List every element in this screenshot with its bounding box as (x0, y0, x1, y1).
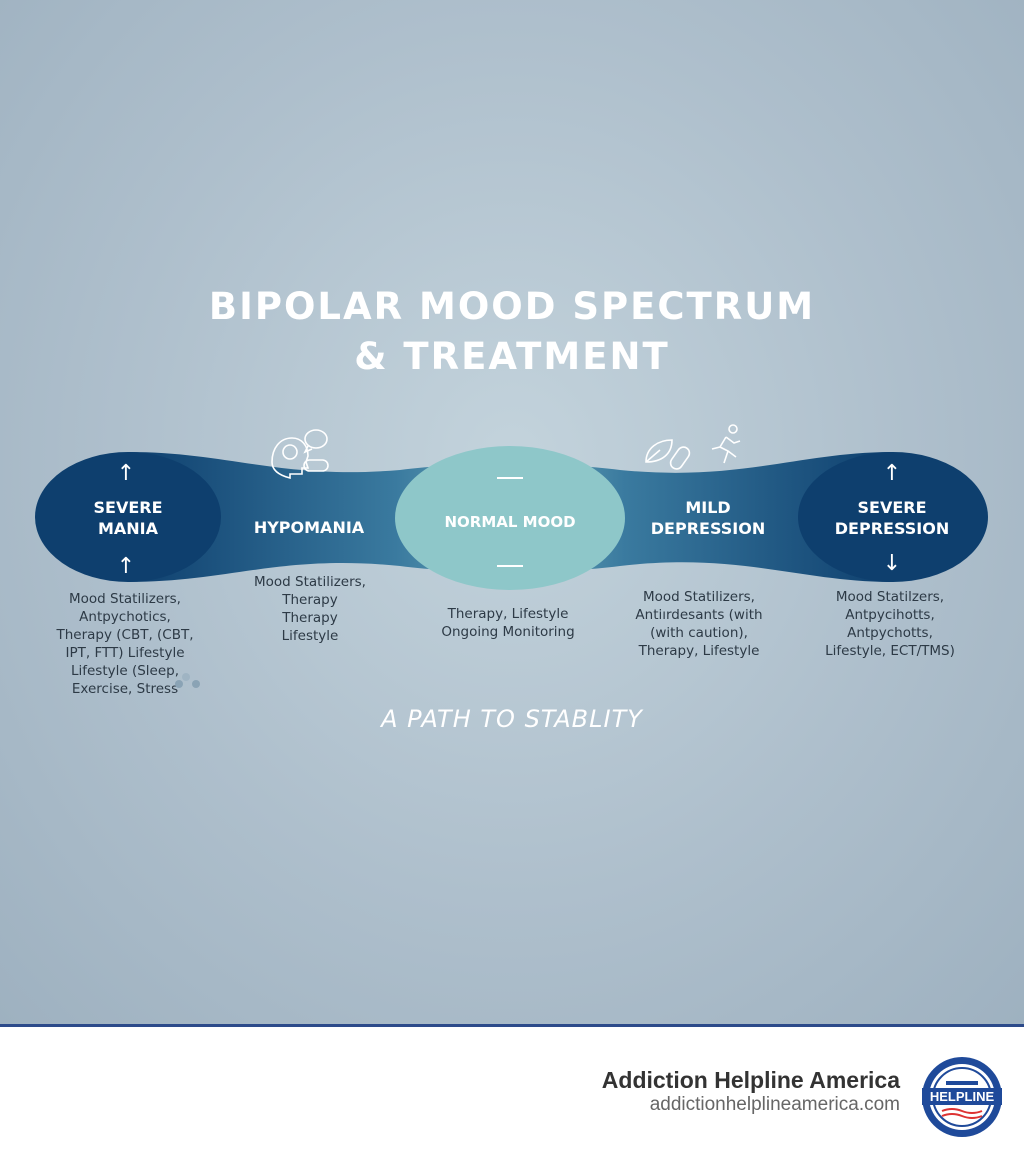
leaf-icon (645, 439, 673, 463)
treatment-line: Exercise, Stress (71, 681, 179, 697)
stage-hypomania-label: HYPOMANIA (253, 518, 365, 537)
title-line-2: & TREATMENT (354, 335, 670, 378)
treatment-line: Mood Statilizers, (69, 591, 181, 607)
stage-mild-depression-label: MILD DEPRESSION (628, 497, 788, 539)
stage-name: MANIA (97, 519, 159, 538)
treatment-line: Lifestyle, ECT/TMS) (825, 643, 955, 659)
severe-mania-node (35, 452, 221, 582)
treatment-severe-depression: Mood Statilzers, Antpycihotts, Antpychot… (790, 588, 990, 660)
stage-severe-depression-label: SEVERE DEPRESSION (822, 497, 962, 539)
brand: Addiction Helpline America addictionhelp… (602, 1067, 900, 1116)
treatment-mild-depression: Mood Statilizers, Antiırdesants (with (w… (599, 588, 799, 660)
title-line-1: BIPOLAR MOOD SPECTRUM (208, 285, 816, 328)
capsule-icon (669, 446, 691, 470)
treatment-line: Therapy (CBT, (CBT, (56, 627, 194, 643)
page-title: BIPOLAR MOOD SPECTRUM & TREATMENT (0, 282, 1024, 382)
helpline-logo: HELPLINE (922, 1057, 1002, 1137)
treatment-normal-mood: Therapy, Lifestyle Ongoing Monitoring (408, 605, 608, 641)
stage-name: SEVERE (857, 498, 927, 517)
pill-icon (303, 459, 329, 472)
treatment-line: Mood Statilzers, (835, 589, 945, 605)
dash-icon (497, 477, 523, 479)
treatment-line: Antpychotts, (847, 625, 933, 641)
brand-name: Addiction Helpline America (601, 1067, 900, 1093)
treatment-line: Therapy (282, 592, 338, 608)
footer: Addiction Helpline America addictionhelp… (0, 1024, 1024, 1157)
treatment-hypomania: Mood Statilizers, Therapy Therapy Lifest… (210, 573, 410, 645)
speech-bubble-icon (303, 429, 328, 454)
svg-text:HELPLINE: HELPLINE (930, 1089, 995, 1104)
treatment-line: Ongoing Monitoring (441, 624, 575, 640)
treatment-line: Therapy (282, 610, 338, 626)
arrow-up-icon: ↑ (116, 554, 136, 579)
stage-name: SEVERE (93, 498, 163, 517)
stage-normal-mood-label: NORMAL MOOD (444, 513, 576, 531)
normal-mood-node (395, 446, 625, 590)
treatment-line: Antpycihotts, (845, 607, 935, 623)
runner-icon (711, 424, 741, 464)
brand-url[interactable]: addictionhelplineamerica.com (649, 1094, 900, 1115)
severe-depression-node (798, 452, 988, 582)
treatment-line: IPT, FTT) Lifestyle (65, 645, 185, 661)
treatment-line: Antiırdesants (with (635, 607, 763, 623)
treatment-line: Mood Statilizers, (643, 589, 755, 605)
arrow-down-icon: ↓ (882, 551, 902, 576)
treatment-line: Lifestyle (281, 628, 339, 644)
treatment-line: Therapy, Lifestyle (447, 606, 569, 622)
stage-name: MILD (685, 498, 731, 517)
brain-head-icon (271, 437, 310, 480)
treatment-line: Therapy, Lifestyle (638, 643, 760, 659)
treatment-severe-mania: Mood Statilizers, Antpychotics, Therapy … (25, 590, 225, 698)
treatment-line: (with caution), (650, 625, 748, 641)
stage-name: DEPRESSION (834, 519, 950, 538)
arrow-up-icon: ↑ (116, 461, 136, 486)
stage-severe-mania-label: SEVERE MANIA (68, 497, 188, 539)
dash-icon (497, 565, 523, 567)
treatment-line: Lifestyle (Sleep, (70, 663, 180, 679)
tagline: A PATH TO STABLITY (381, 705, 643, 733)
treatment-line: Mood Statilizers, (254, 574, 366, 590)
mood-spectrum-ribbon (35, 424, 988, 590)
stage-name: DEPRESSION (650, 519, 766, 538)
arrow-up-icon: ↑ (882, 461, 902, 486)
treatment-line: Antpychotics, (79, 609, 171, 625)
